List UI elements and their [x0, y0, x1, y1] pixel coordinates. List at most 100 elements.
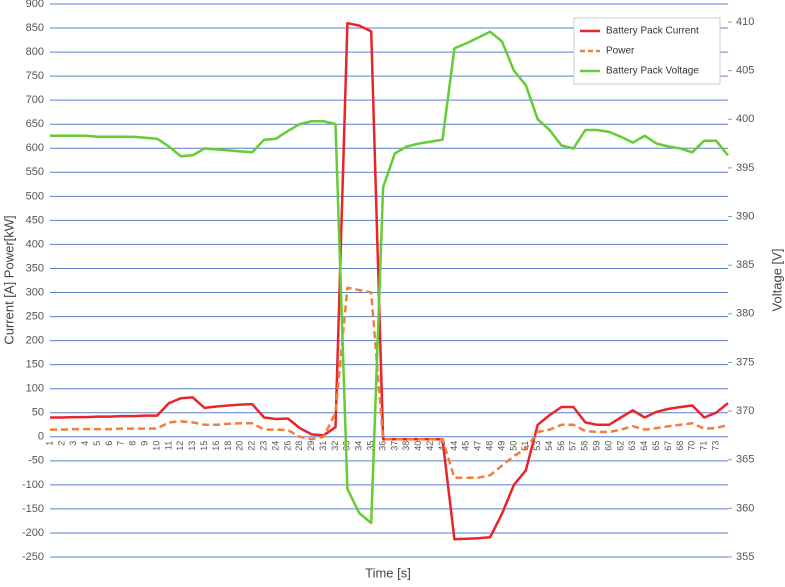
y2-tick-label: 410 [736, 16, 754, 28]
y-tick-label: 300 [26, 286, 44, 298]
x-tick-label: 73 [710, 441, 720, 451]
x-tick-label: 15 [199, 441, 209, 451]
y-axis-label: Current [A] Power[kW] [1, 215, 16, 344]
y-tick-label: 850 [26, 22, 44, 34]
x-tick-label: 13 [187, 441, 197, 451]
y2-tick-label: 375 [736, 356, 754, 368]
x-tick-label: 57 [568, 441, 578, 451]
x-axis-label: Time [s] [365, 565, 411, 580]
y2-tick-label: 355 [736, 551, 754, 563]
series-line [50, 30, 729, 525]
x-tick-label: 49 [496, 441, 506, 451]
x-tick-label: 32 [330, 441, 340, 451]
x-tick-label: 2 [56, 441, 66, 446]
x-tick-label: 29 [306, 441, 316, 451]
legend-label: Power [606, 46, 635, 57]
x-tick-label: 71 [699, 441, 709, 451]
y2-tick-label: 390 [736, 210, 754, 222]
x-tick-label: 5 [92, 441, 102, 446]
y2-tick-label: 400 [736, 113, 754, 125]
x-tick-label: 1 [44, 441, 54, 446]
y-tick-label: 150 [26, 359, 44, 371]
y-tick-label: 550 [26, 166, 44, 178]
x-tick-label: 56 [556, 441, 566, 451]
x-tick-label: 18 [223, 441, 233, 451]
x-tick-label: 44 [449, 441, 459, 451]
y-tick-label: 900 [26, 0, 44, 10]
y-tick-label: -100 [22, 479, 44, 491]
y2-tick-label: 395 [736, 162, 754, 174]
x-tick-label: 11 [163, 441, 173, 450]
x-tick-label: 64 [639, 441, 649, 451]
y-tick-label: 100 [26, 383, 44, 395]
x-tick-label: 68 [675, 441, 685, 451]
x-tick-label: 59 [592, 441, 602, 451]
y-tick-label: 500 [26, 190, 44, 202]
y2-tick-label: 380 [736, 308, 754, 320]
x-tick-label: 62 [615, 441, 625, 451]
x-tick-label: 4 [80, 441, 90, 446]
y-tick-label: 350 [26, 262, 44, 274]
x-tick-label: 67 [663, 441, 673, 451]
y-tick-label: 250 [26, 310, 44, 322]
y-tick-label: 800 [26, 46, 44, 58]
x-tick-label: 24 [270, 441, 280, 451]
x-tick-label: 50 [508, 441, 518, 451]
x-tick-label: 16 [211, 441, 221, 451]
x-tick-label: 63 [627, 441, 637, 451]
x-tick-label: 23 [258, 441, 268, 451]
y-tick-label: 600 [26, 142, 44, 154]
x-tick-label: 28 [294, 441, 304, 451]
x-tick-label: 8 [128, 441, 138, 446]
x-tick-label: 60 [603, 441, 613, 451]
y-tick-label: 200 [26, 335, 44, 347]
x-tick-label: 6 [104, 441, 114, 446]
y2-tick-label: 365 [736, 454, 754, 466]
x-tick-label: 36 [377, 441, 387, 451]
y2-axis-label: Voltage [V] [769, 249, 784, 312]
x-tick-label: 34 [354, 441, 364, 451]
x-tick-label: 9 [140, 441, 150, 446]
legend: Battery Pack Current Power Battery Pack Vo… [573, 17, 721, 85]
y2-tick-label: 370 [736, 405, 754, 417]
x-tick-label: 54 [544, 441, 554, 451]
y-tick-label: -200 [22, 527, 44, 539]
x-tick-label: 20 [235, 441, 245, 451]
x-tick-label: 45 [461, 441, 471, 451]
y-tick-label: 700 [26, 94, 44, 106]
legend-label: Battery Pack Voltage [606, 66, 699, 77]
x-tick-label: 38 [401, 441, 411, 451]
y2-tick-label: 405 [736, 65, 754, 77]
x-tick-label: 42 [425, 441, 435, 451]
x-tick-label: 40 [413, 441, 423, 451]
legend-label: Battery Pack Current [606, 26, 699, 37]
x-tick-label: 35 [366, 441, 376, 451]
x-tick-label: 43 [437, 441, 447, 451]
y-tick-label: 0 [38, 431, 44, 443]
y-tick-label: 400 [26, 238, 44, 250]
x-tick-label: 3 [68, 441, 78, 446]
y-tick-label: 650 [26, 118, 44, 130]
x-tick-label: 48 [484, 441, 494, 451]
x-tick-label: 22 [247, 441, 257, 451]
y-tick-label: 450 [26, 214, 44, 226]
x-tick-label: 58 [580, 441, 590, 451]
y-tick-label: -50 [28, 455, 44, 467]
x-tick-label: 53 [532, 441, 542, 451]
series-line [50, 286, 729, 479]
x-tick-label: 47 [473, 441, 483, 451]
x-tick-label: 37 [389, 441, 399, 451]
x-tick-label: 10 [151, 441, 161, 451]
y-tick-label: 50 [32, 407, 44, 419]
x-tick-label: 26 [282, 441, 292, 451]
y2-tick-label: 360 [736, 502, 754, 514]
x-tick-label: 12 [175, 441, 185, 451]
x-tick-label: 7 [116, 441, 126, 446]
y-tick-label: -250 [22, 551, 44, 563]
x-tick-label: 51 [520, 441, 530, 451]
y-tick-label: -150 [22, 503, 44, 515]
y2-tick-label: 385 [736, 259, 754, 271]
y-tick-label: 750 [26, 70, 44, 82]
x-tick-label: 70 [687, 441, 697, 451]
